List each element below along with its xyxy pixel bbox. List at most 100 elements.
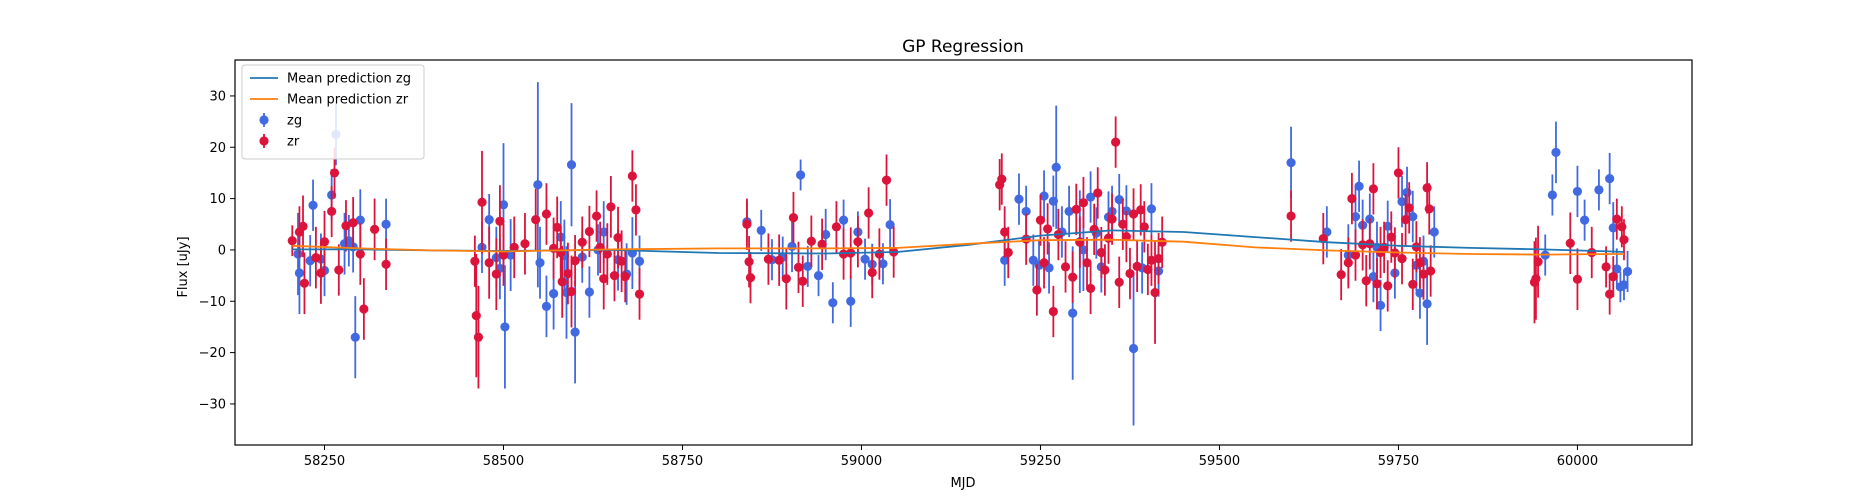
zg-point xyxy=(549,288,559,299)
legend-point-swatch xyxy=(259,136,269,146)
zr-point xyxy=(477,197,487,207)
zr-point xyxy=(1601,262,1611,272)
chart-title: GP Regression xyxy=(902,37,1024,57)
zg-point xyxy=(1572,186,1583,197)
zg-point xyxy=(1354,181,1364,191)
y-tick-label: 30 xyxy=(209,89,226,104)
zr-point xyxy=(1085,283,1096,294)
zr-point xyxy=(1605,289,1615,299)
x-tick-label: 59500 xyxy=(1199,454,1240,469)
x-tick-label: 58750 xyxy=(662,454,703,469)
legend: Mean prediction zg Mean prediction zr zg zr xyxy=(241,64,425,160)
zr-point xyxy=(556,247,566,258)
zg-point xyxy=(1121,206,1131,216)
zg-point xyxy=(1114,195,1124,205)
zg-point xyxy=(308,200,318,210)
zg-point xyxy=(599,227,609,237)
legend-label: Mean prediction zr xyxy=(287,93,409,108)
zr-point xyxy=(831,222,842,232)
zg-point xyxy=(535,258,545,268)
legend-item-mean-prediction-zg: Mean prediction zg xyxy=(250,72,411,87)
legend-item-zr: zr xyxy=(259,134,300,150)
zr-point xyxy=(853,237,863,247)
zr-point xyxy=(1043,224,1053,234)
zg-point xyxy=(1383,221,1393,231)
zg-point xyxy=(293,249,303,259)
zr-point xyxy=(609,271,620,281)
zr-point xyxy=(1121,231,1131,242)
zg-point xyxy=(803,261,813,271)
zr-point xyxy=(1000,227,1010,237)
zr-point xyxy=(742,219,752,229)
zr-point xyxy=(531,215,541,225)
zr-point xyxy=(1617,222,1627,232)
zr-point xyxy=(874,249,884,259)
zr-point xyxy=(881,175,892,185)
zr-point xyxy=(1397,254,1407,264)
series-zr xyxy=(287,116,1629,389)
zg-point xyxy=(1375,300,1386,310)
zr-point xyxy=(1612,214,1622,224)
zg-point xyxy=(566,160,577,170)
zr-point xyxy=(817,239,827,249)
legend-item-mean-prediction-zr: Mean prediction zr xyxy=(250,93,409,108)
zr-point xyxy=(1003,247,1013,258)
zr-point xyxy=(1125,268,1135,279)
zr-point xyxy=(381,259,391,269)
zg-point xyxy=(541,301,552,311)
zr-point xyxy=(606,202,616,212)
zr-point xyxy=(613,233,623,243)
zg-point xyxy=(846,296,856,306)
zr-point xyxy=(1587,247,1597,258)
zr-point xyxy=(1100,265,1110,275)
series-zg xyxy=(293,82,1633,426)
zr-point xyxy=(631,205,641,215)
y-tick-label: −30 xyxy=(199,397,226,412)
zg-point xyxy=(1146,204,1157,214)
zg-point xyxy=(1039,191,1049,201)
x-tick-label: 58250 xyxy=(304,454,345,469)
zr-point xyxy=(793,262,804,272)
zr-point xyxy=(1157,237,1167,247)
zg-point xyxy=(813,271,824,281)
zr-point xyxy=(563,268,573,279)
zg-point xyxy=(1014,194,1024,204)
zr-point xyxy=(484,258,494,268)
zr-point xyxy=(1608,272,1618,282)
zr-point xyxy=(1424,204,1434,214)
zr-point xyxy=(1132,261,1142,271)
zr-point xyxy=(634,289,645,299)
zg-point xyxy=(1608,223,1618,233)
zg-point xyxy=(1368,272,1378,282)
zr-point xyxy=(1068,272,1078,282)
zg-point xyxy=(821,229,831,240)
zr-point xyxy=(788,212,799,223)
zr-point xyxy=(327,206,337,217)
zg-point xyxy=(1622,266,1633,277)
zg-point xyxy=(796,170,806,180)
zr-point xyxy=(1383,281,1393,291)
zg-point xyxy=(1408,211,1418,222)
zr-point xyxy=(1393,168,1404,178)
zr-point xyxy=(520,239,530,249)
zr-point xyxy=(470,256,480,266)
x-tick-label: 59250 xyxy=(1020,454,1061,469)
zr-point xyxy=(299,278,310,288)
zr-point xyxy=(316,268,326,278)
y-tick-label: 20 xyxy=(209,141,226,156)
zg-point xyxy=(634,256,645,266)
zr-point xyxy=(864,208,874,218)
x-tick-label: 59750 xyxy=(1378,454,1419,469)
zr-point xyxy=(577,237,587,247)
y-tick-label: 0 xyxy=(218,243,226,258)
zr-point xyxy=(1415,258,1425,268)
legend-point-swatch xyxy=(259,115,269,125)
zr-point xyxy=(341,221,351,231)
zr-point xyxy=(1418,269,1429,279)
zr-point xyxy=(348,218,358,228)
zr-point xyxy=(781,274,791,284)
zr-point xyxy=(1150,287,1160,298)
zr-point xyxy=(334,265,344,275)
zr-point xyxy=(1035,215,1046,225)
